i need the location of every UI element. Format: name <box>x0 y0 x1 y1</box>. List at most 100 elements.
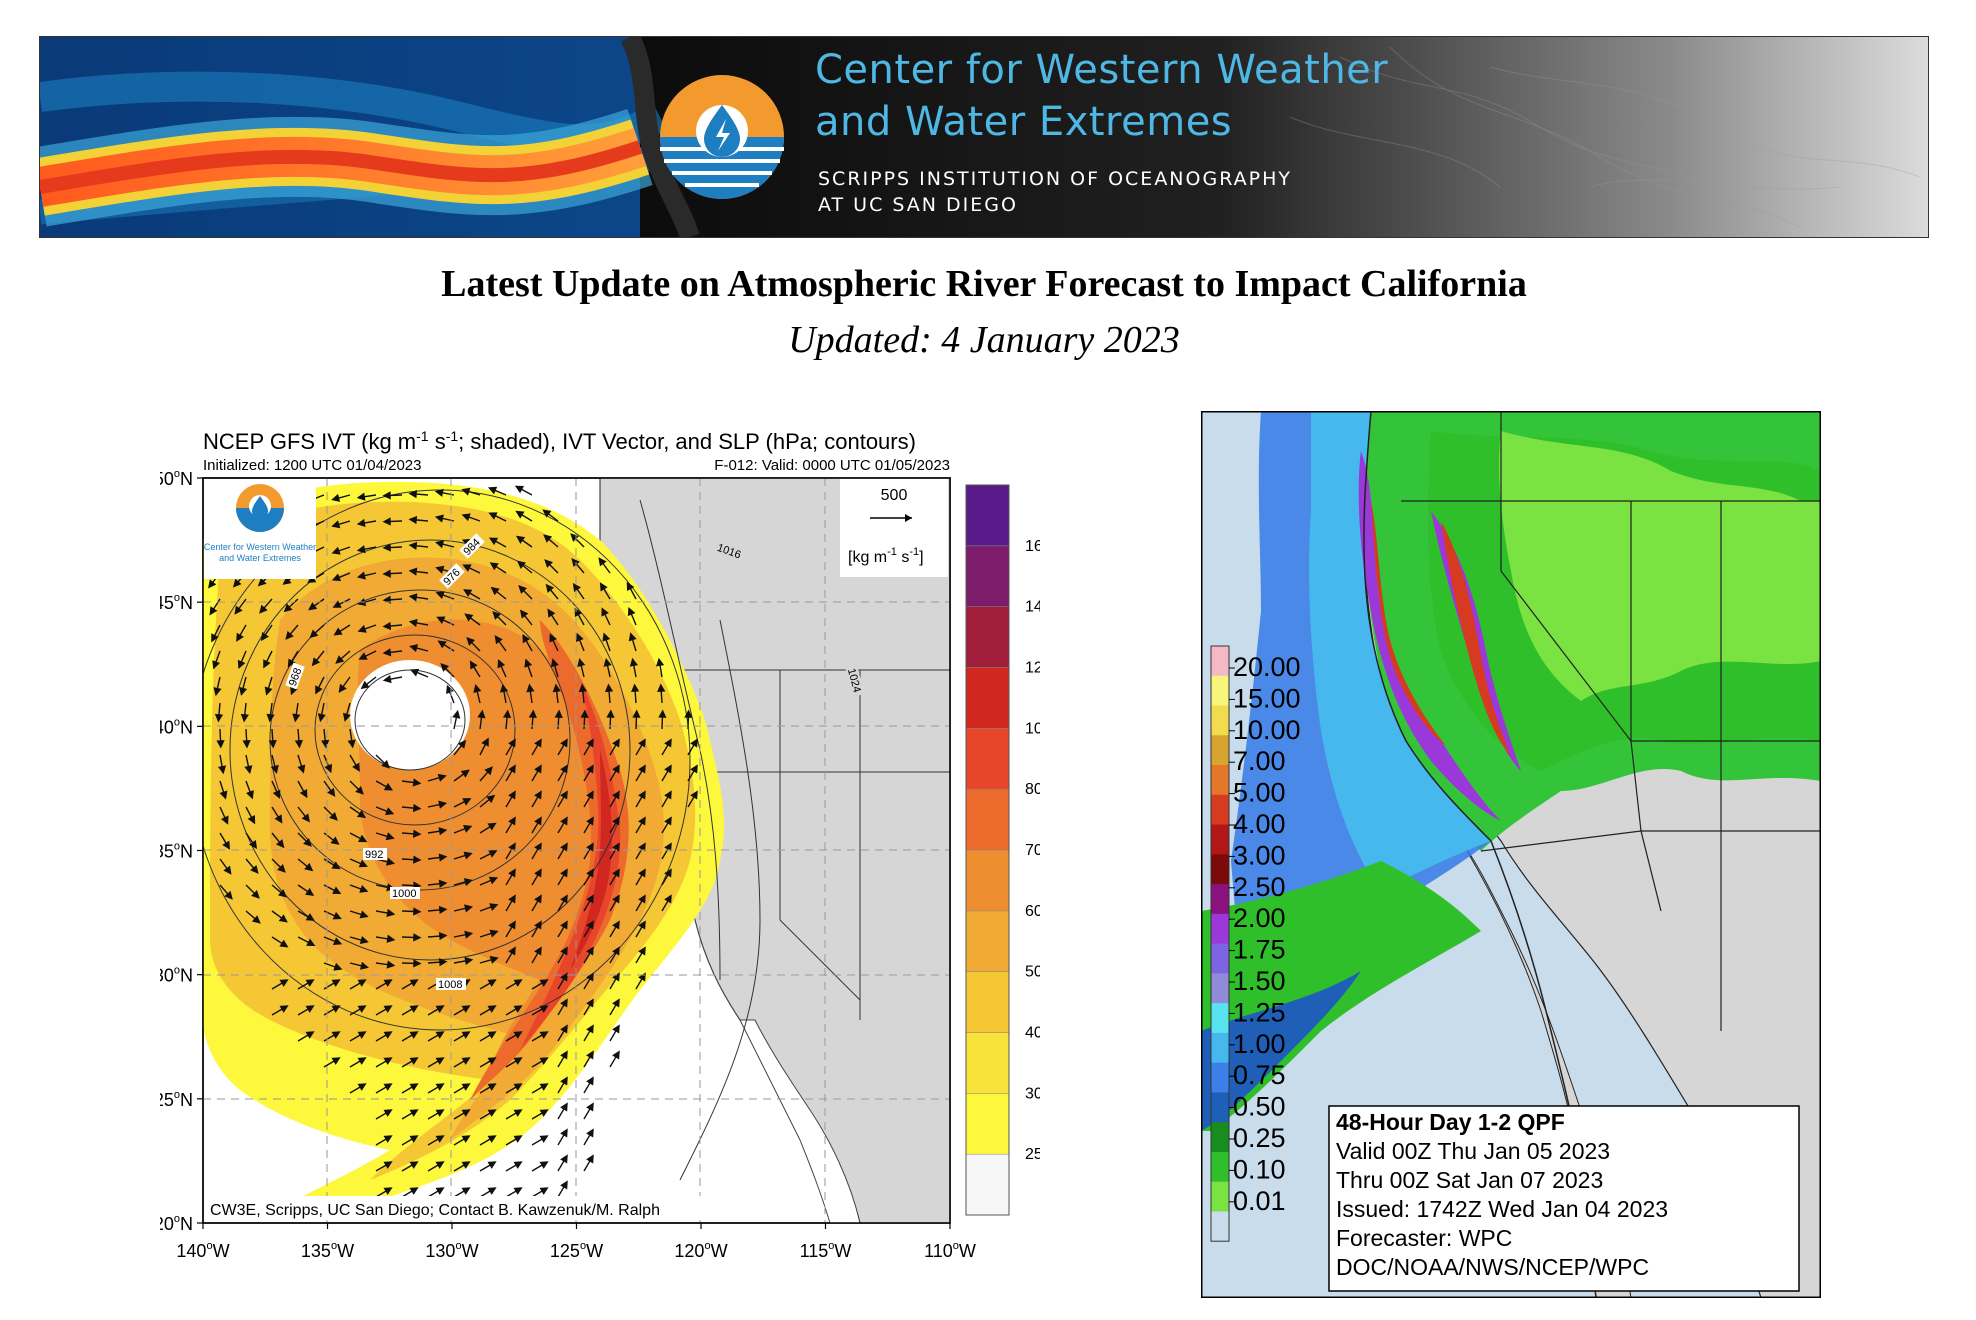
ivt-vector-head <box>249 839 258 850</box>
qpf-forecaster-label: Forecaster: WPC <box>1336 1225 1512 1251</box>
ivt-vector-head <box>287 658 296 668</box>
ivt-vector-head <box>554 709 563 718</box>
ivt-vector-head <box>488 486 498 495</box>
qpf-legend-label: 5.00 <box>1233 778 1286 808</box>
y-tick-label: 20oN <box>160 1213 193 1234</box>
ivt-vector-head <box>601 607 609 617</box>
cw3e-inset-logo: Center for Western Weather and Water Ext… <box>204 479 316 579</box>
ivt-vector-head <box>463 851 473 860</box>
ivt-vector-head <box>435 540 445 549</box>
ivt-vector-head <box>586 920 594 930</box>
qpf-legend-swatch <box>1211 705 1229 736</box>
vector-reference-key: 500 [kg m-1 s-1] <box>840 479 948 577</box>
ivt-vector-head <box>612 894 620 904</box>
x-tick-label: 115oW <box>800 1240 852 1261</box>
ivt-vector-head <box>331 520 341 529</box>
ivt-vector-head <box>464 930 474 939</box>
ivt-vector-head <box>463 589 473 597</box>
x-tick-label: 135oW <box>301 1240 354 1261</box>
ivt-vector-head <box>347 739 356 749</box>
ivt-vector-head <box>412 803 422 813</box>
ivt-vector-head <box>435 1187 445 1195</box>
ivt-vector-head <box>560 1154 568 1164</box>
ivt-vector-head <box>664 738 672 748</box>
y-tick-label: 40oN <box>160 716 193 737</box>
ivt-vector-head <box>279 1005 289 1013</box>
qpf-legend-swatch <box>1211 1181 1229 1212</box>
ivt-vector-head <box>303 838 312 847</box>
ivt-vector-head <box>435 1135 445 1143</box>
ivt-vector-head <box>327 787 336 797</box>
ivt-vector-head <box>307 575 317 583</box>
ivt-vector-head <box>539 1187 549 1195</box>
ivt-vector-head <box>690 790 698 800</box>
colorbar-swatch <box>965 971 1010 1033</box>
ivt-vector-head <box>586 764 594 774</box>
ivt-vector-head <box>664 842 672 852</box>
ivt-vector-head <box>408 618 418 627</box>
ivt-vector-head <box>612 790 620 800</box>
qpf-legend-swatch <box>1211 646 1229 677</box>
ivt-vector-head <box>383 1109 393 1117</box>
ivt-vector-head <box>463 878 473 887</box>
ivt-vector-head <box>386 934 396 943</box>
ivt-vector-head <box>440 663 450 672</box>
ivt-chart-title: NCEP GFS IVT (kg m-1 s-1; shaded), IVT V… <box>203 428 916 454</box>
qpf-state-borders <box>1401 412 1820 1031</box>
qpf-legend-label: 15.00 <box>1233 683 1301 713</box>
qpf-legend-swatch <box>1211 913 1229 945</box>
ivt-vector-head <box>487 1005 497 1013</box>
ivt-vector-head <box>266 713 275 723</box>
ivt-vector-head <box>274 814 283 824</box>
ivt-vector-head <box>539 1005 549 1013</box>
qpf-forecast-chart: 20.00 15.00 10.00 7.00 5.00 4.00 3.00 2.50 2.00 1… <box>1201 411 1821 1298</box>
ivt-vector-head <box>552 683 561 693</box>
ivt-vector-head <box>499 683 509 693</box>
ivt-vector-head <box>435 1005 445 1013</box>
ivt-vector-head <box>586 1128 594 1138</box>
colorbar-swatch <box>965 788 1010 851</box>
ivt-vector-head <box>309 629 319 639</box>
ivt-vector-head <box>513 1057 523 1065</box>
qpf-legend-label: 3.00 <box>1233 840 1286 870</box>
ivt-vector-head <box>435 565 445 574</box>
ivt-vector-head <box>461 1109 471 1117</box>
ivt-vector-head <box>612 842 620 852</box>
ivt-vector-head <box>572 582 581 593</box>
ivt-vector-head <box>462 564 472 572</box>
y-tick-label: 30oN <box>160 965 193 986</box>
ivt-vector-head <box>528 709 537 719</box>
colorbar-swatch <box>965 1093 1010 1155</box>
ivt-vector-head <box>508 816 516 826</box>
ivt-vector-head <box>508 738 516 748</box>
ivt-vector-head <box>534 842 542 852</box>
ivt-vector-head <box>560 998 568 1008</box>
ivt-vector-head <box>264 686 273 696</box>
qpf-legend-swatch <box>1211 854 1229 885</box>
ivt-vector-head <box>275 839 285 849</box>
qpf-legend-swatch <box>1211 1151 1229 1183</box>
ivt-vector-head <box>560 1128 568 1138</box>
ivt-vector-head <box>603 657 612 667</box>
ivt-vector-head <box>297 764 306 774</box>
ivt-vector-head <box>331 573 342 582</box>
ivt-vector-head <box>359 884 369 893</box>
ivt-vector-head <box>434 514 444 523</box>
ivt-vector-head <box>508 920 516 930</box>
ivt-vector-head <box>435 1109 445 1117</box>
ivt-chart-svg: NCEP GFS IVT (kg m-1 s-1; shaded), IVT V… <box>154 428 1061 1261</box>
colorbar-swatch <box>965 1153 1010 1216</box>
ivt-vector-head <box>487 1109 497 1117</box>
ivt-vector-head <box>356 492 366 501</box>
ivt-vector-head <box>461 513 471 522</box>
ivt-vector-head <box>560 1050 568 1060</box>
inset-logo-text-2: and Water Extremes <box>219 553 301 563</box>
ivt-vector-head <box>408 489 418 499</box>
ivt-vector-head <box>598 557 607 567</box>
ivt-vector-head <box>358 859 368 868</box>
ivt-vector-head <box>632 709 641 718</box>
ivt-vector-head <box>382 569 391 578</box>
ivt-vector-head <box>358 834 368 843</box>
ivt-vector-head <box>602 632 611 642</box>
ivt-vector-head <box>508 790 516 800</box>
